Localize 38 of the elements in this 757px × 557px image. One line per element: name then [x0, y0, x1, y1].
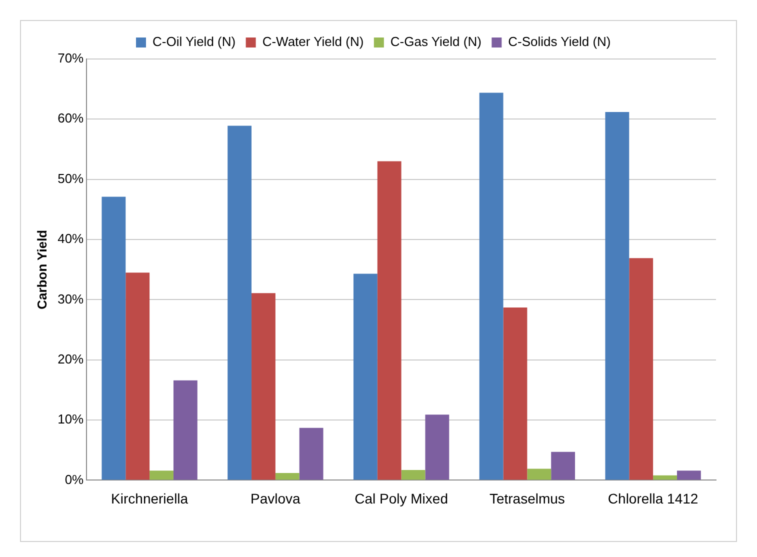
y-tick-label: 20% — [58, 351, 84, 366]
x-tick-label: Pavlova — [250, 490, 301, 506]
y-tick-label: 70% — [58, 50, 84, 66]
bar — [425, 414, 450, 480]
y-tick-label: 10% — [58, 412, 84, 427]
bar — [479, 92, 504, 480]
bar — [102, 196, 126, 480]
y-tick-label: 60% — [58, 110, 84, 126]
bar — [629, 258, 654, 480]
bar — [126, 272, 150, 480]
bar — [150, 470, 174, 480]
y-axis-title: Carbon Yield — [34, 230, 50, 310]
bar — [252, 293, 276, 480]
x-tick-label: Cal Poly Mixed — [354, 490, 448, 506]
x-tick-label: Chlorella 1412 — [608, 490, 698, 506]
bar — [605, 112, 630, 480]
legend-label: C-Gas Yield (N) — [390, 34, 482, 50]
bar — [653, 475, 677, 480]
bar — [228, 126, 252, 480]
bar — [551, 452, 576, 480]
legend-label: C-Solids Yield (N) — [508, 34, 611, 50]
x-tick-label: Kirchneriella — [111, 490, 188, 506]
bar — [173, 380, 198, 480]
bar — [401, 470, 426, 480]
bar — [353, 274, 378, 480]
bar — [275, 472, 300, 480]
bar — [527, 468, 552, 480]
bar — [299, 428, 324, 480]
x-tick-label: Tetraselmus — [489, 490, 565, 506]
y-tick-label: 30% — [58, 291, 84, 306]
y-tick-label: 0% — [64, 472, 84, 487]
bar — [503, 308, 528, 480]
bar — [676, 470, 701, 480]
legend-label: C-Oil Yield (N) — [152, 34, 236, 50]
legend-label: C-Water Yield (N) — [262, 34, 364, 50]
y-tick-label: 40% — [58, 231, 84, 246]
bar — [377, 161, 402, 480]
y-tick-label: 50% — [58, 170, 84, 186]
